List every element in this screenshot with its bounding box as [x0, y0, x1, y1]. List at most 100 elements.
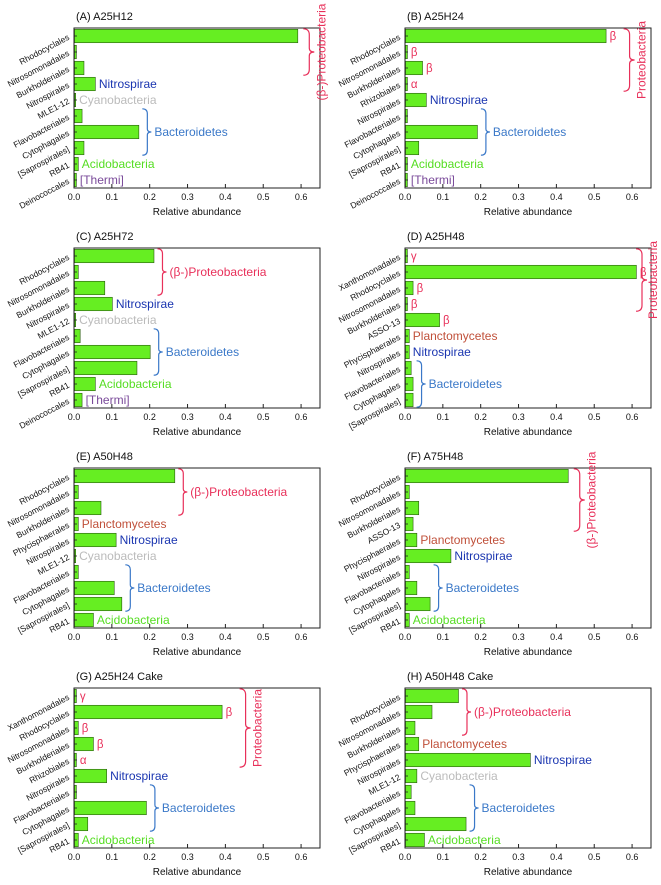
x-tick-label: 0.5	[588, 412, 601, 422]
class-label: α	[80, 755, 87, 767]
x-tick-label: 0.3	[512, 632, 525, 642]
group-label: Acidobacteria	[428, 833, 501, 847]
class-label: β	[82, 723, 89, 735]
bar	[74, 280, 106, 296]
group-label: Nitrospirae	[99, 77, 157, 91]
bar	[405, 264, 637, 280]
group-brace	[469, 784, 479, 832]
bar	[405, 28, 607, 44]
chart-svg: (A) A25H12 0.0 0.1 0.2 0.3 0.4 0.5 0.6 Relative …	[6, 3, 329, 218]
bar	[74, 500, 102, 516]
chart-panel: (H) A50H48 Cake 0.0 0.1 0.2 0.3 0.4 0.5 0.6 Rela…	[331, 660, 661, 880]
x-tick-label: 0.4	[550, 852, 563, 862]
x-tick-label: 0.6	[626, 852, 639, 862]
x-axis-label: Relative abundance	[484, 867, 573, 878]
plot-frame	[404, 247, 652, 409]
x-tick-label: 0.5	[257, 852, 270, 862]
plot-frame	[73, 467, 321, 629]
x-tick-label: 0.6	[295, 412, 308, 422]
chart-title: (D) A25H48	[407, 231, 464, 243]
group-label: Bacteroidetes	[482, 801, 555, 815]
bar	[405, 752, 531, 768]
group-label: Planctomycetes	[420, 533, 505, 547]
chart-svg: (B) A25H24 0.0 0.1 0.2 0.3 0.4 0.5 0.6 Relative …	[337, 11, 652, 218]
chart-title: (C) A25H72	[76, 231, 133, 243]
x-tick-label: 0.2	[143, 412, 156, 422]
group-label: Acidobacteria	[82, 833, 155, 847]
x-tick-label: 0.2	[143, 852, 156, 862]
x-tick-label: 0.0	[399, 632, 412, 642]
x-tick-label: 0.3	[181, 852, 194, 862]
group-brace	[433, 564, 443, 612]
bar	[405, 312, 440, 328]
plot-frame	[404, 467, 652, 629]
x-tick-label: 0.2	[143, 632, 156, 642]
group-label: [Thermi]	[80, 173, 124, 187]
chart-title: (B) A25H24	[407, 11, 464, 23]
group-brace	[125, 564, 135, 612]
x-tick-label: 0.6	[626, 412, 639, 422]
chart-panel: (B) A25H24 0.0 0.1 0.2 0.3 0.4 0.5 0.6 Relative …	[331, 0, 661, 220]
chart-title: (G) A25H24 Cake	[76, 671, 163, 683]
group-brace	[573, 468, 585, 532]
bar	[74, 360, 138, 376]
chart-svg: (C) A25H72 0.0 0.1 0.2 0.3 0.4 0.5 0.6 Relative …	[6, 231, 321, 438]
group-label: Bacteroidetes	[166, 345, 239, 359]
chart-title: (H) A50H48 Cake	[407, 671, 493, 683]
group-label: Proteobacteria	[251, 689, 265, 767]
x-tick-label: 0.3	[181, 412, 194, 422]
group-brace	[157, 248, 167, 296]
group-label: Planctomycetes	[413, 329, 498, 343]
group-brace	[239, 688, 251, 768]
x-tick-label: 0.0	[68, 632, 81, 642]
chart-panel: (C) A25H72 0.0 0.1 0.2 0.3 0.4 0.5 0.6 Relative …	[0, 220, 330, 440]
group-label: Nitrospirae	[413, 345, 471, 359]
x-axis-label: Relative abundance	[153, 427, 242, 438]
bar	[405, 92, 427, 108]
bar	[405, 548, 452, 564]
x-tick-label: 0.4	[219, 632, 232, 642]
x-tick-label: 0.2	[474, 852, 487, 862]
x-tick-label: 0.5	[257, 192, 270, 202]
group-label: Acidobacteria	[97, 613, 170, 627]
y-tick-label: Deinococcales	[348, 176, 402, 211]
group-label: Nitrospirae	[534, 753, 592, 767]
group-label: Bacteroidetes	[162, 801, 235, 815]
x-tick-label: 0.3	[181, 192, 194, 202]
group-label: Acidobacteria	[99, 377, 172, 391]
group-label: Proteobacteria	[646, 241, 660, 319]
x-axis-label: Relative abundance	[153, 867, 242, 878]
x-tick-label: 0.1	[106, 632, 119, 642]
bar	[74, 612, 94, 628]
bar	[405, 60, 423, 76]
x-tick-label: 0.0	[399, 192, 412, 202]
group-label: Proteobacteria	[635, 21, 649, 99]
x-tick-label: 0.4	[219, 852, 232, 862]
group-label: Cyanobacteria	[79, 549, 157, 563]
x-tick-label: 0.4	[219, 192, 232, 202]
x-tick-label: 0.5	[257, 412, 270, 422]
bar	[74, 736, 94, 752]
chart-panel: (E) A50H48 0.0 0.1 0.2 0.3 0.4 0.5 0.6 Relative …	[0, 440, 330, 660]
x-axis-label: Relative abundance	[153, 207, 242, 218]
group-label: Acidobacteria	[411, 157, 484, 171]
group-label: [Thermi]	[411, 173, 455, 187]
bar	[405, 124, 478, 140]
group-label: (β-)Proteobacteria	[169, 265, 266, 279]
x-axis-label: Relative abundance	[153, 647, 242, 658]
bar	[74, 376, 96, 392]
bar	[74, 124, 140, 140]
group-label: Bacteroidetes	[446, 581, 519, 595]
x-tick-label: 0.5	[588, 632, 601, 642]
bar	[405, 596, 431, 612]
x-axis-label: Relative abundance	[484, 647, 573, 658]
group-label: (β-)Proteobacteria	[190, 485, 287, 499]
chart-svg: (D) A25H48 0.0 0.1 0.2 0.3 0.4 0.5 0.6 Relative …	[337, 231, 660, 438]
chart-panel: (F) A75H48 0.0 0.1 0.2 0.3 0.4 0.5 0.6 Relative …	[331, 440, 661, 660]
x-tick-label: 0.0	[399, 412, 412, 422]
plot-frame	[73, 27, 321, 189]
x-tick-label: 0.3	[512, 852, 525, 862]
x-tick-label: 0.1	[437, 412, 450, 422]
x-tick-label: 0.2	[474, 192, 487, 202]
chart-svg: (G) A25H24 Cake 0.0 0.1 0.2 0.3 0.4 0.5 0.6 Rela…	[6, 671, 321, 878]
